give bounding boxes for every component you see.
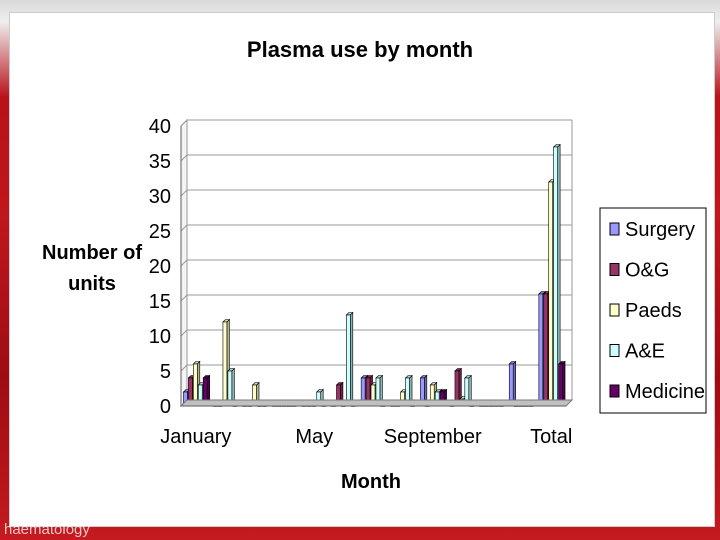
x-tick-label: January — [160, 426, 231, 448]
x-tick-labels: January May September Total — [160, 426, 572, 448]
y-tick-label: 35 — [149, 151, 171, 173]
y-tick-label: 15 — [149, 291, 171, 313]
legend-label: A&E — [625, 341, 665, 363]
legend-label: Medicine — [625, 381, 705, 403]
y-axis-title-line1: Number of — [42, 242, 142, 264]
bar-front — [543, 293, 549, 407]
floor — [179, 399, 574, 407]
y-tick-label: 20 — [149, 256, 171, 278]
bar — [375, 374, 384, 407]
bar-side — [350, 311, 354, 407]
bar-front — [346, 314, 351, 407]
legend-swatch — [609, 384, 620, 398]
legend-label: Paeds — [625, 300, 682, 322]
y-tick-label: 25 — [149, 221, 171, 243]
legend-swatch — [609, 263, 620, 276]
gridline-side — [180, 224, 188, 232]
legend-label: O&G — [625, 260, 669, 282]
gridline-side — [180, 259, 188, 267]
y-tick-labels: 0 5 10 15 20 25 30 35 40 — [149, 116, 171, 418]
legend-swatch — [609, 344, 620, 357]
bar-side — [562, 360, 566, 407]
y-tick-label: 30 — [149, 186, 171, 208]
legend-swatch — [609, 303, 620, 317]
y-tick-label: 0 — [160, 396, 171, 418]
x-tick-label: May — [295, 426, 333, 448]
y-axis-title: Number of units — [42, 242, 142, 295]
gridline-side — [180, 329, 188, 337]
bar — [508, 360, 517, 407]
chart-slide: Plasma use by month Number of units Mont… — [9, 12, 715, 527]
gridline-side — [180, 189, 188, 197]
legend-label: Surgery — [625, 219, 695, 241]
y-tick-label: 10 — [149, 326, 171, 348]
chart-title: Plasma use by month — [247, 37, 473, 62]
bars — [182, 143, 566, 407]
bar-front — [553, 146, 558, 407]
bar — [227, 367, 236, 407]
gridline-side — [180, 294, 188, 302]
bar-chart: Plasma use by month Number of units Mont… — [42, 37, 707, 493]
y-tick-label: 40 — [149, 116, 171, 138]
bar — [345, 311, 354, 407]
y-axis-title-line2: units — [68, 273, 116, 295]
x-tick-label: Total — [530, 426, 572, 448]
bar — [557, 360, 566, 407]
bar — [202, 374, 211, 407]
x-tick-label: September — [384, 426, 482, 448]
bar-front — [548, 181, 553, 407]
gridline-side — [180, 154, 188, 162]
legend: Surgery O&G Paeds A&E Medicine — [599, 207, 707, 414]
axes — [179, 126, 574, 407]
bar-front — [538, 293, 544, 407]
gridlines — [180, 118, 573, 408]
bar-front — [222, 321, 228, 407]
gridline-side — [180, 364, 188, 372]
footer-text: haematology — [4, 521, 90, 538]
bar — [454, 367, 463, 407]
x-axis-title: Month — [341, 471, 401, 493]
gridline-side — [180, 119, 188, 127]
legend-swatch — [609, 222, 620, 236]
y-tick-label: 5 — [160, 361, 171, 383]
bar-side — [512, 360, 516, 407]
